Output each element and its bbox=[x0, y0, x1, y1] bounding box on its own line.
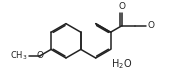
Text: O: O bbox=[36, 51, 43, 60]
Text: O: O bbox=[118, 2, 125, 11]
Text: H$_2$O: H$_2$O bbox=[111, 57, 132, 71]
Text: CH$_3$: CH$_3$ bbox=[10, 50, 28, 62]
Text: O: O bbox=[147, 21, 154, 30]
